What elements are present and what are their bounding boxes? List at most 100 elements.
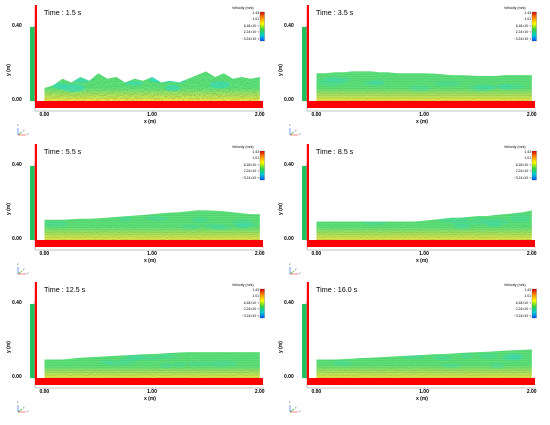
velocity-vector [413, 214, 415, 216]
velocity-vector [225, 96, 228, 99]
velocity-vector [429, 217, 432, 219]
velocity-vector [386, 83, 389, 85]
velocity-vector [90, 79, 93, 82]
velocity-vector [172, 77, 174, 80]
velocity-vector [153, 233, 156, 236]
velocity-vector [329, 69, 330, 70]
velocity-vector [126, 88, 128, 91]
velocity-vector [316, 234, 318, 236]
velocity-vector [95, 99, 99, 101]
velocity-vector [172, 217, 175, 219]
velocity-vector [353, 78, 356, 80]
velocity-vector [131, 93, 135, 95]
velocity-vector [473, 99, 476, 101]
velocity-vector [225, 222, 228, 224]
velocity-vector [133, 238, 137, 240]
velocity-vector [499, 71, 502, 73]
velocity-vector [381, 217, 384, 219]
velocity-vector [449, 100, 452, 101]
velocity-vector [391, 226, 394, 228]
velocity-vector [319, 228, 322, 231]
slow-flow-patch [496, 83, 512, 90]
velocity-vector [319, 212, 322, 214]
velocity-vector [321, 99, 325, 101]
velocity-vector [345, 85, 349, 87]
velocity-vector [377, 89, 380, 92]
velocity-vector [389, 233, 392, 236]
panel-canvas [17, 144, 265, 275]
velocity-vector [215, 235, 219, 238]
velocity-vector [239, 91, 242, 93]
velocity-vector [127, 208, 129, 209]
velocity-vector [150, 226, 153, 228]
velocity-vector [485, 88, 488, 89]
simulation-panel-2: Time : 5.5 s Velocity (m/s) 0.40 0.00 y … [6, 143, 276, 279]
velocity-vector [362, 89, 365, 92]
velocity-vector [85, 219, 89, 221]
velocity-vector [441, 231, 445, 233]
velocity-vector [83, 95, 87, 97]
velocity-vector [425, 99, 428, 101]
velocity-vector [348, 94, 351, 97]
velocity-vector [261, 208, 263, 209]
velocity-vector [45, 80, 48, 82]
velocity-vector [319, 75, 322, 77]
velocity-vector [427, 226, 430, 228]
velocity-vector [310, 88, 312, 89]
velocity-vector [198, 79, 201, 81]
velocity-vector [117, 208, 119, 209]
velocity-vector [425, 78, 428, 80]
velocity-vector [312, 86, 314, 87]
velocity-vector [112, 229, 115, 231]
velocity-vector [148, 238, 152, 240]
velocity-vector [258, 71, 260, 73]
velocity-vector [59, 95, 61, 99]
velocity-vector [122, 208, 123, 209]
velocity-vector [237, 224, 240, 226]
velocity-vector [341, 76, 344, 77]
velocity-vector [530, 87, 532, 89]
velocity-vector [216, 208, 218, 209]
velocity-vector [78, 231, 82, 233]
velocity-vector [256, 93, 258, 96]
velocity-vector [193, 81, 196, 83]
velocity-vector [336, 233, 339, 236]
velocity-vector [391, 210, 394, 212]
velocity-vector [83, 238, 87, 240]
velocity-vector [432, 87, 435, 89]
velocity-vector [350, 229, 354, 231]
velocity-vector [362, 239, 366, 240]
velocity-vector [97, 236, 101, 238]
velocity-vector [107, 215, 110, 216]
velocity-vector [100, 97, 103, 99]
velocity-vector [417, 83, 421, 85]
velocity-vector [83, 97, 87, 99]
velocity-vector [129, 87, 132, 89]
velocity-vector [482, 73, 485, 75]
velocity-vector [444, 85, 447, 87]
velocity-vector [375, 208, 377, 209]
velocity-vector [105, 86, 107, 89]
velocity-vector [189, 221, 192, 224]
velocity-vector [451, 222, 454, 224]
velocity-vector [413, 238, 416, 240]
velocity-vector [162, 84, 165, 87]
velocity-vector [372, 238, 376, 240]
velocity-vector [403, 219, 406, 221]
velocity-vector [45, 94, 48, 97]
velocity-vector [410, 233, 414, 236]
velocity-vector [90, 217, 93, 219]
velocity-vector [249, 234, 252, 236]
velocity-vector [253, 71, 256, 73]
velocity-vector [401, 229, 404, 231]
velocity-vector [451, 226, 454, 228]
velocity-vector [446, 228, 449, 231]
velocity-vector [93, 71, 95, 73]
velocity-vector [45, 83, 48, 85]
velocity-vector [439, 78, 442, 80]
velocity-vector [215, 76, 218, 78]
velocity-vector [396, 226, 399, 228]
velocity-vector [229, 71, 232, 73]
velocity-vector [377, 78, 380, 80]
velocity-vector [415, 226, 418, 228]
